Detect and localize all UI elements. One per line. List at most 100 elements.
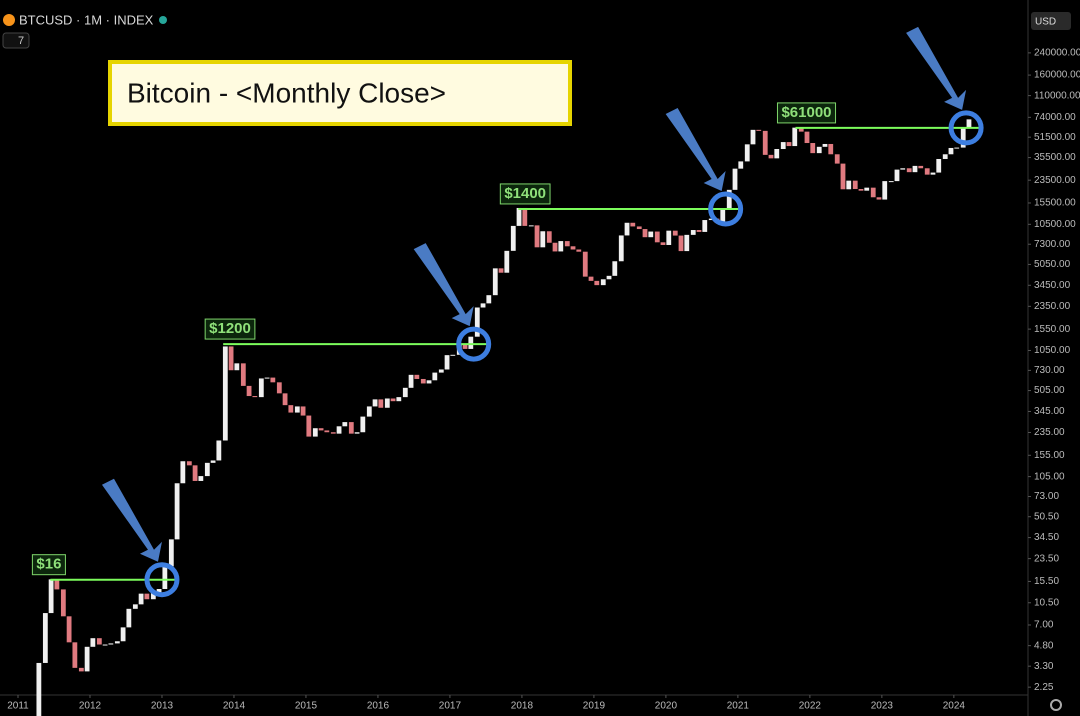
y-tick-label: 10.50 (1034, 597, 1059, 608)
candle (864, 187, 870, 191)
y-tick-label: 160000.00 (1034, 70, 1080, 81)
x-tick-label: 2016 (367, 701, 390, 712)
x-tick-label: 2012 (79, 701, 102, 712)
candle (756, 129, 762, 131)
candle (960, 127, 966, 148)
candle (414, 374, 420, 379)
candle (186, 461, 192, 466)
candle (156, 588, 162, 593)
candle (828, 143, 834, 155)
candle (354, 432, 360, 434)
candle (132, 604, 138, 609)
candle (510, 225, 516, 251)
level-label: $1400 (504, 185, 546, 202)
candle (258, 378, 264, 398)
candle (948, 147, 954, 155)
status-dot (159, 16, 167, 24)
label-box (31, 554, 66, 576)
x-tick-label: 2020 (655, 701, 678, 712)
candle (486, 295, 492, 304)
candle (312, 428, 318, 437)
candle (678, 235, 684, 252)
candle (282, 393, 288, 406)
candle (780, 142, 786, 150)
x-tick-label: 2018 (511, 701, 534, 712)
candle (318, 428, 324, 431)
candle (264, 377, 270, 379)
candle (126, 608, 132, 628)
candle (228, 346, 234, 371)
label-box (776, 102, 837, 124)
y-tick-label: 345.00 (1034, 406, 1065, 417)
level-label: $16 (36, 556, 61, 573)
candle (60, 589, 66, 617)
x-tick-label: 2011 (7, 701, 29, 712)
candle (480, 303, 486, 308)
candle (246, 385, 252, 397)
candle (420, 378, 426, 384)
candle (576, 249, 582, 252)
y-tick-label: 5050.00 (1034, 259, 1071, 270)
candle (738, 161, 744, 169)
candle (642, 229, 648, 238)
candle (900, 168, 906, 170)
candle (870, 187, 876, 198)
y-tick-label: 7300.00 (1034, 239, 1071, 250)
candle (426, 380, 432, 384)
candle (906, 168, 912, 173)
candle (792, 127, 798, 147)
candle (912, 165, 918, 173)
candle (534, 225, 540, 248)
candle (552, 242, 558, 252)
candle (288, 405, 294, 413)
candle (162, 566, 168, 589)
x-tick-label: 2013 (151, 701, 174, 712)
y-tick-label: 23500.00 (1034, 175, 1076, 186)
y-tick-label: 10500.00 (1034, 219, 1076, 230)
candle (636, 226, 642, 230)
candle (522, 207, 528, 226)
candle (300, 406, 306, 416)
candle (684, 234, 690, 252)
y-tick-label: 50.50 (1034, 511, 1059, 522)
level-label: $1200 (209, 320, 251, 337)
symbol[interactable]: BTCUSD · 1M · INDEX (19, 12, 154, 27)
candle (342, 422, 348, 427)
candle (606, 275, 612, 280)
badge-text: 7 (18, 35, 24, 47)
y-tick-label: 34.50 (1034, 532, 1059, 543)
candle (432, 372, 438, 381)
candle (222, 346, 228, 441)
candle (936, 158, 942, 173)
candle (750, 129, 756, 145)
candle (570, 246, 576, 250)
y-tick-label: 3.30 (1034, 661, 1054, 672)
candle (276, 382, 282, 394)
y-tick-label: 105.00 (1034, 471, 1065, 482)
candle (366, 406, 372, 417)
symbol-icon (3, 14, 15, 26)
candle (402, 387, 408, 398)
candle (96, 638, 102, 645)
candle (198, 476, 204, 481)
candle (942, 154, 948, 159)
candle (672, 230, 678, 236)
candle (504, 250, 510, 273)
currency-box[interactable] (1031, 12, 1071, 30)
candle (894, 169, 900, 182)
candle (852, 180, 858, 190)
candle (744, 144, 750, 162)
arrow (101, 478, 162, 562)
title-box (108, 60, 572, 126)
candle (450, 354, 456, 356)
y-tick-label: 35500.00 (1034, 152, 1076, 163)
settings-icon[interactable] (1050, 699, 1062, 711)
candle (36, 662, 42, 716)
candle (882, 181, 888, 200)
interval-badge[interactable] (2, 32, 30, 49)
candle (666, 230, 672, 245)
candle (108, 643, 114, 645)
candle (48, 579, 54, 614)
candle (294, 406, 300, 413)
candle (150, 592, 156, 600)
